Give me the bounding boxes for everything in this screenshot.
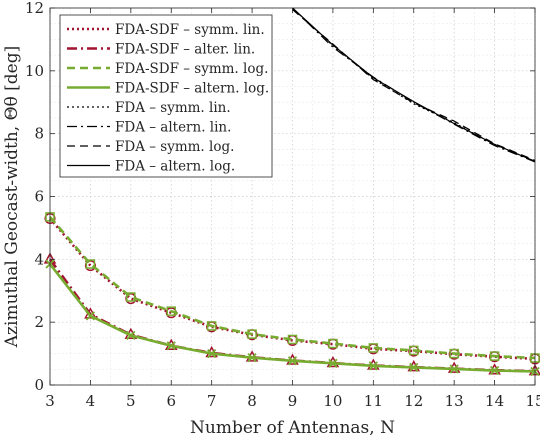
series-6 bbox=[292, 9, 536, 161]
data-point bbox=[126, 292, 136, 302]
legend-box bbox=[59, 14, 273, 178]
data-point bbox=[166, 306, 176, 316]
data-point bbox=[206, 321, 217, 331]
series-line bbox=[49, 216, 536, 360]
data-point bbox=[489, 351, 500, 361]
x-tick-label: 7 bbox=[207, 392, 217, 410]
axis-ticks: 3 4 5 6 7 8 9 10 11 12 13 14 15 0 2 4 6 8 10 12 bbox=[25, 0, 540, 410]
y-tick-label: 4 bbox=[34, 250, 44, 268]
data-point bbox=[409, 362, 419, 373]
series-7 bbox=[292, 7, 536, 162]
y-tick-label: 0 bbox=[34, 376, 44, 394]
series-line bbox=[292, 9, 536, 161]
data-point bbox=[449, 364, 459, 374]
data-point bbox=[368, 361, 378, 371]
legend-item: FDA – altern. lin. bbox=[67, 120, 231, 136]
legend-label: FDA-SDF – alter. lin. bbox=[115, 42, 255, 58]
data-point bbox=[328, 358, 338, 368]
data-point bbox=[449, 348, 459, 359]
y-tick-label: 6 bbox=[34, 188, 44, 206]
legend-item: FDA-SDF – alter. lin. bbox=[67, 42, 255, 58]
x-tick-label: 5 bbox=[126, 392, 136, 410]
data-point bbox=[368, 343, 379, 353]
x-tick-label: 11 bbox=[364, 392, 383, 410]
y-tick-label: 12 bbox=[25, 0, 44, 17]
legend-item: FDA-SDF – altern. log. bbox=[67, 81, 269, 97]
y-tick-label: 2 bbox=[34, 313, 44, 331]
x-tick-label: 3 bbox=[45, 392, 55, 410]
y-tick-label: 10 bbox=[25, 62, 44, 80]
legend-label: FDA-SDF – altern. log. bbox=[115, 81, 269, 97]
x-tick-label: 10 bbox=[323, 392, 342, 410]
x-tick-label: 12 bbox=[404, 392, 423, 410]
data-point bbox=[247, 329, 257, 339]
x-tick-label: 15 bbox=[525, 392, 540, 410]
x-tick-label: 9 bbox=[288, 392, 298, 410]
legend-label: FDA-SDF – symm. lin. bbox=[115, 22, 265, 38]
series-3 bbox=[45, 259, 540, 377]
legend-item: FDA – altern. log. bbox=[67, 159, 235, 175]
x-tick-label: 4 bbox=[86, 392, 96, 410]
data-point bbox=[207, 348, 217, 359]
legend-item: FDA – symm. log. bbox=[67, 139, 234, 155]
y-axis-label: Azimuthal Geocast-width, Θθ [deg] bbox=[2, 46, 22, 348]
x-tick-label: 8 bbox=[247, 392, 257, 410]
legend-label: FDA – symm. lin. bbox=[115, 100, 231, 116]
legend-item: FDA – symm. lin. bbox=[67, 100, 231, 116]
y-tick-label: 8 bbox=[34, 125, 44, 143]
data-point bbox=[287, 334, 298, 345]
x-axis-label: Number of Antennas, N bbox=[190, 418, 395, 436]
data-point bbox=[287, 356, 298, 366]
data-point bbox=[85, 259, 96, 269]
x-tick-label: 13 bbox=[445, 392, 464, 410]
legend-label: FDA – altern. log. bbox=[115, 159, 235, 175]
data-point bbox=[247, 353, 257, 363]
legend: FDA-SDF – symm. lin. FDA-SDF – alter. lin… bbox=[59, 14, 273, 178]
legend-label: FDA – symm. log. bbox=[115, 139, 234, 155]
data-point bbox=[328, 338, 338, 349]
legend-label: FDA – altern. lin. bbox=[115, 120, 231, 136]
data-point bbox=[409, 345, 419, 356]
x-tick-label: 6 bbox=[166, 392, 176, 410]
data-point bbox=[85, 311, 96, 321]
legend-label: FDA-SDF – symm. log. bbox=[115, 61, 268, 77]
series-line bbox=[49, 217, 536, 361]
plot-series bbox=[43, 7, 540, 377]
legend-item: FDA-SDF – symm. lin. bbox=[67, 22, 265, 38]
x-tick-label: 14 bbox=[485, 392, 504, 410]
legend-item: FDA-SDF – symm. log. bbox=[67, 61, 268, 77]
data-point bbox=[126, 330, 136, 340]
data-point bbox=[489, 365, 500, 376]
data-point bbox=[166, 341, 176, 351]
series-2 bbox=[45, 212, 540, 363]
series-line bbox=[292, 7, 536, 162]
data-point bbox=[84, 260, 96, 272]
